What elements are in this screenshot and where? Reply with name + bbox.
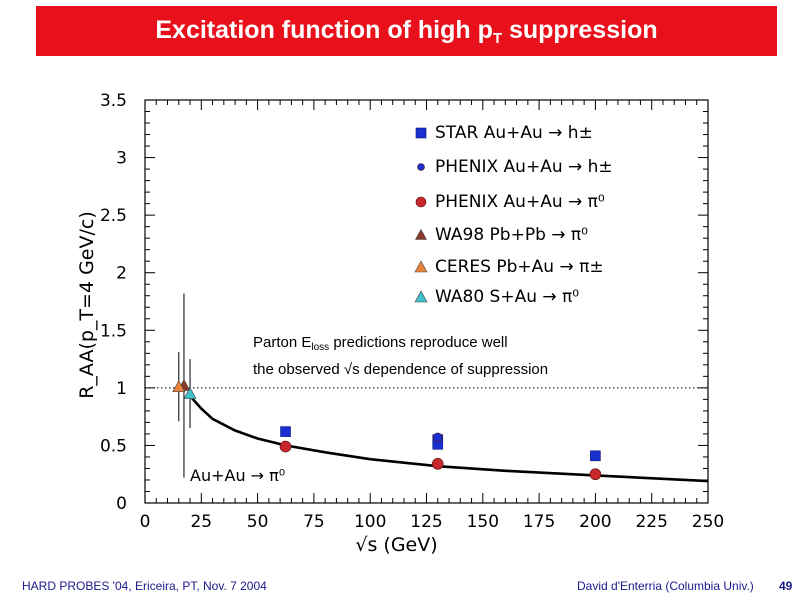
x-tick-label: 0 [140,512,151,532]
y-tick-label: 2 [116,264,127,284]
x-tick-label: 25 [190,512,212,532]
annotation-line2: the observed √s dependence of suppressio… [253,361,548,378]
y-tick-label: 2.5 [100,206,127,226]
title-main: Excitation function of high p [155,15,493,44]
annotation-text: Parton E [253,334,311,351]
legend-marker [415,127,427,139]
legend-marker [417,163,425,171]
x-tick-label: 125 [410,512,442,532]
data-point [589,468,602,481]
legend-entry: WA80 S+Au → π⁰ [435,287,579,307]
y-tick-label: 3.5 [100,91,127,111]
x-tick-label: 100 [354,512,386,532]
x-tick-label: 225 [635,512,667,532]
y-tick-label: 3 [116,149,127,169]
x-tick-label: 150 [467,512,499,532]
title-tail: suppression [502,15,658,44]
y-tick-label: 1.5 [100,321,127,341]
footer-author: David d'Enterria (Columbia Univ.) [577,579,754,593]
data-point [172,380,186,393]
y-tick-label: 1 [116,379,127,399]
annotation-subscript: loss [311,342,329,353]
data-point [183,386,197,399]
data-point [590,450,601,462]
x-tick-label: 75 [303,512,325,532]
legend-marker [414,290,428,303]
page-number: 49 [779,579,793,593]
y-axis-label: R_AA(p_T=4 GeV/c) [76,211,98,399]
legend-marker [415,196,427,208]
legend-marker [414,260,428,273]
y-tick-label: 0.5 [100,436,127,456]
x-axis-label: √s (GeV) [355,534,437,556]
legend-entry: PHENIX Au+Au → h± [435,157,613,177]
x-tick-label: 250 [692,512,724,532]
legend-entry: STAR Au+Au → h± [435,123,593,143]
title-subscript: T [492,29,503,47]
data-point [431,458,444,470]
legend-entry: CERES Pb+Au → π± [435,257,604,277]
data-point [432,432,443,443]
y-tick-label: 0 [116,494,127,514]
curve-label: Au+Au → π⁰ [190,466,285,485]
footer-conference: HARD PROBES '04, Ericeira, PT, Nov. 7 20… [22,579,267,593]
eloss-prediction-curve [189,395,709,483]
data-point [280,426,291,437]
x-tick-label: 200 [579,512,611,532]
title-banner: Excitation function of high pT suppressi… [36,6,777,56]
slide-title: Excitation function of high pT suppressi… [155,16,657,47]
x-tick-label: 175 [523,512,555,532]
legend-entry: WA98 Pb+Pb → π⁰ [435,225,588,245]
legend-entry: PHENIX Au+Au → π⁰ [435,192,605,212]
annotation-line1: Parton Eloss predictions reproduce well [253,334,508,353]
data-point [279,440,292,453]
x-tick-label: 50 [247,512,269,532]
legend-marker [414,228,428,240]
annotation-text-tail: predictions reproduce well [329,334,507,351]
